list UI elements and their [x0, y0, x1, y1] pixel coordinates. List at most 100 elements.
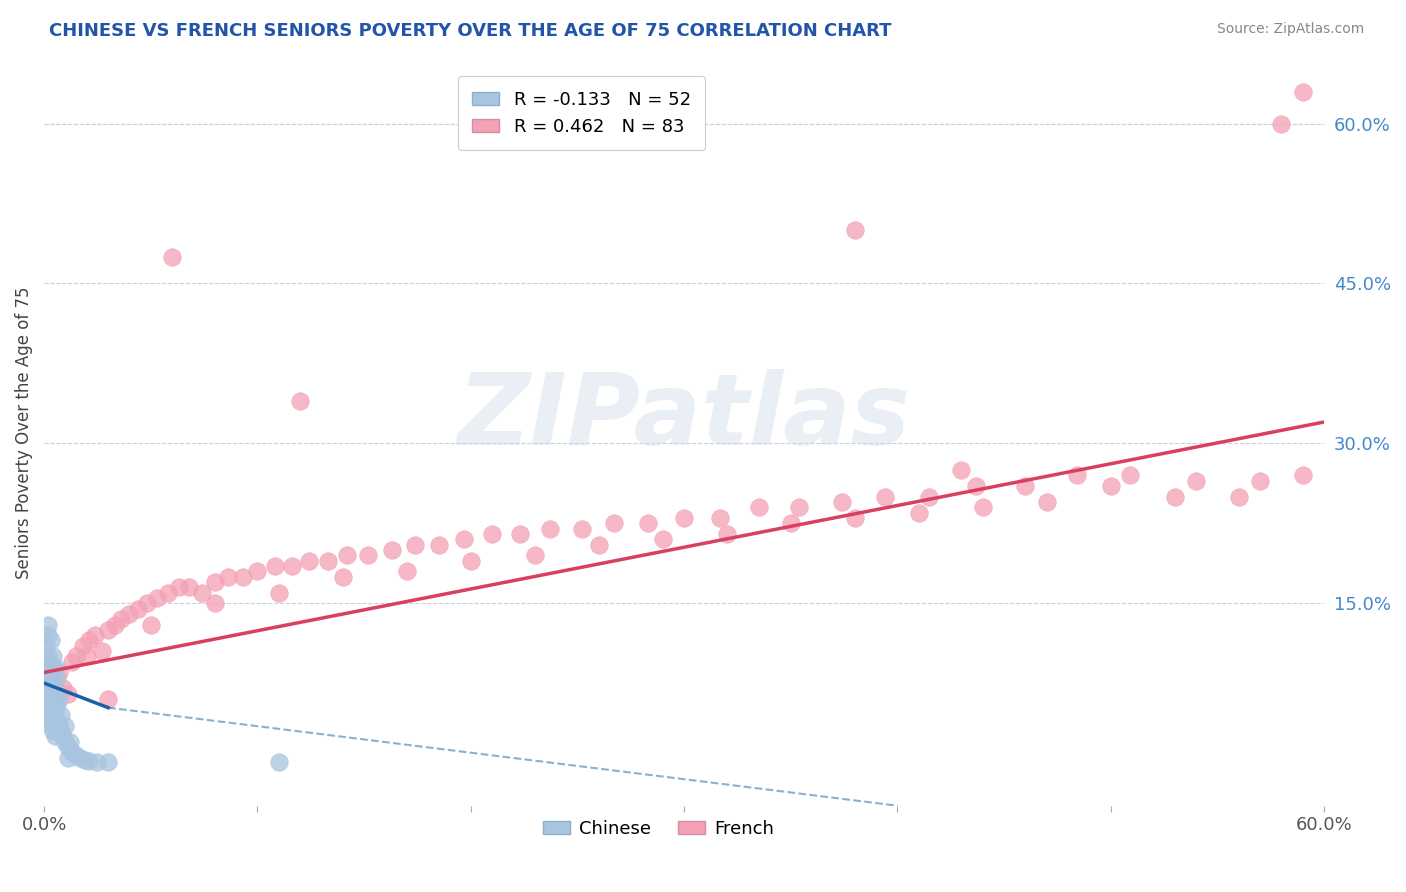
Point: [217, 569, 239, 583]
Point: [39, 676, 62, 690]
Point: [35, 692, 58, 706]
Point: [37, 665, 59, 680]
Point: [110, 612, 132, 626]
Point: [538, 522, 561, 536]
Point: [1249, 474, 1271, 488]
Point: [907, 506, 929, 520]
Point: [52, 681, 75, 696]
Point: [45, 714, 67, 728]
Point: [127, 601, 149, 615]
Point: [69, 750, 91, 764]
Point: [35, 703, 58, 717]
Point: [918, 490, 941, 504]
Point: [51, 724, 73, 739]
Point: [41, 692, 63, 706]
Point: [56, 740, 79, 755]
Text: Source: ZipAtlas.com: Source: ZipAtlas.com: [1216, 22, 1364, 37]
Point: [45, 698, 67, 712]
Point: [267, 755, 290, 769]
Point: [204, 574, 226, 589]
Point: [39, 660, 62, 674]
Text: ZIPatlas: ZIPatlas: [457, 369, 911, 467]
Point: [673, 511, 696, 525]
Point: [709, 511, 731, 525]
Point: [404, 538, 426, 552]
Point: [44, 676, 66, 690]
Point: [637, 516, 659, 531]
Point: [41, 724, 63, 739]
Point: [873, 490, 896, 504]
Point: [1292, 85, 1315, 99]
Point: [37, 617, 59, 632]
Point: [395, 564, 418, 578]
Point: [60, 746, 83, 760]
Point: [118, 607, 141, 621]
Point: [831, 495, 853, 509]
Point: [160, 250, 183, 264]
Point: [97, 755, 120, 769]
Point: [1292, 468, 1315, 483]
Point: [1164, 490, 1187, 504]
Point: [77, 754, 100, 768]
Point: [1227, 490, 1250, 504]
Legend: Chinese, French: Chinese, French: [536, 813, 782, 846]
Point: [39, 633, 62, 648]
Point: [460, 553, 482, 567]
Point: [35, 681, 58, 696]
Point: [41, 681, 63, 696]
Point: [191, 585, 214, 599]
Point: [48, 665, 70, 680]
Text: CHINESE VS FRENCH SENIORS POVERTY OVER THE AGE OF 75 CORRELATION CHART: CHINESE VS FRENCH SENIORS POVERTY OVER T…: [49, 22, 891, 40]
Point: [789, 500, 811, 515]
Point: [1185, 474, 1208, 488]
Point: [139, 617, 162, 632]
Point: [39, 687, 62, 701]
Point: [481, 527, 503, 541]
Point: [37, 649, 59, 664]
Point: [603, 516, 626, 531]
Point: [103, 617, 125, 632]
Point: [381, 542, 404, 557]
Point: [44, 703, 66, 717]
Point: [453, 533, 475, 547]
Point: [748, 500, 770, 515]
Point: [1066, 468, 1088, 483]
Point: [55, 735, 77, 749]
Point: [90, 644, 112, 658]
Point: [179, 580, 201, 594]
Point: [97, 623, 120, 637]
Point: [1119, 468, 1142, 483]
Point: [844, 223, 866, 237]
Point: [84, 628, 107, 642]
Point: [950, 463, 973, 477]
Point: [44, 660, 66, 674]
Point: [39, 719, 62, 733]
Point: [298, 553, 321, 567]
Point: [77, 633, 100, 648]
Point: [72, 639, 94, 653]
Point: [65, 649, 87, 664]
Point: [651, 533, 673, 547]
Point: [135, 596, 157, 610]
Point: [156, 585, 179, 599]
Point: [246, 564, 269, 578]
Point: [231, 569, 253, 583]
Point: [37, 698, 59, 712]
Point: [59, 735, 82, 749]
Point: [52, 730, 75, 744]
Point: [1014, 479, 1036, 493]
Point: [41, 714, 63, 728]
Point: [779, 516, 801, 531]
Point: [65, 747, 87, 762]
Point: [39, 665, 62, 680]
Point: [427, 538, 450, 552]
Point: [204, 596, 226, 610]
Point: [1036, 495, 1059, 509]
Point: [55, 719, 77, 733]
Point: [509, 527, 531, 541]
Point: [972, 500, 994, 515]
Point: [60, 655, 83, 669]
Point: [86, 755, 108, 769]
Point: [39, 698, 62, 712]
Point: [44, 687, 66, 701]
